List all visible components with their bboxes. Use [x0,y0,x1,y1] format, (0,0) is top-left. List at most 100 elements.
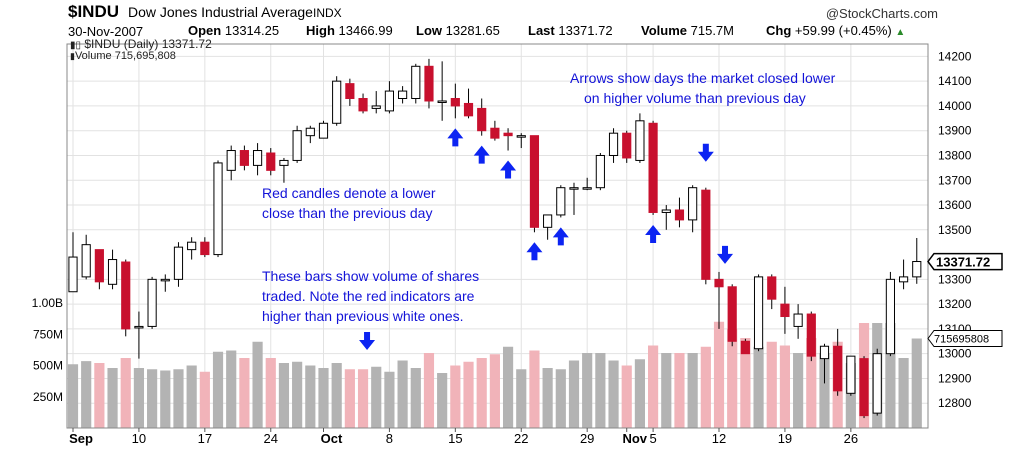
volume-bar [595,353,605,428]
time-tick-label: 12 [712,431,726,446]
price-tick-label: 13300 [938,272,972,286]
volume-bar [68,364,78,428]
price-tick-label: 13500 [938,223,972,237]
price-tick-label: 13200 [938,297,972,311]
volume-bar [318,368,328,428]
volume-tick-label: 500M [33,359,63,373]
volume-tick-label: 750M [33,327,63,341]
arrows-annotation: Arrows show days the market closed lower… [570,68,835,108]
candle-body [820,346,828,358]
volume-bar [767,342,777,428]
volume-bar [239,358,249,428]
candle-body [201,242,209,254]
last-volume-value: 715695808 [934,334,989,346]
time-tick-label: 22 [514,431,528,446]
volume-bar [569,361,579,429]
price-tick-label: 13000 [938,347,972,361]
volume-bar [292,362,302,428]
candle-body [728,287,736,342]
candle-body [741,341,749,353]
time-tick-label: Sep [69,431,93,446]
volume-bar [661,353,671,428]
candle-body [768,277,776,299]
candle-body [293,131,301,161]
stockcharts-credit: @StockCharts.com [826,6,938,21]
candle-body [491,128,499,138]
volume-bar [622,366,632,429]
candle-body [425,66,433,101]
volume-bar [173,369,183,428]
candle-body [188,242,196,249]
candle-body [847,356,855,393]
volume-bar [384,372,394,428]
candle-body [214,163,222,255]
volume-bar [107,368,117,428]
volume-bar [134,368,144,428]
time-tick-label: 10 [132,431,146,446]
candle-body [69,257,77,292]
candle-body [135,326,143,328]
candle-body [900,277,908,282]
candle-body [174,247,182,279]
candle-body [438,101,446,103]
volume-bar [463,362,473,428]
volume-bar [226,351,236,429]
candle-body [583,188,591,190]
candle-body [596,155,604,187]
volume-legend: ▮Volume 715,695,808 [70,50,176,62]
volume-bar [345,369,355,428]
up-arrow-icon [645,225,661,243]
time-tick-label: 19 [778,431,792,446]
volume-bar [305,366,315,429]
candle-body [807,314,815,356]
candle-body [662,210,670,212]
down-arrow-icon [698,144,714,162]
candle-body [649,123,657,212]
volume-bar [688,353,698,428]
volume-bars [68,322,922,428]
last-price-value: 13371.72 [936,255,990,270]
down-arrow-icon [359,332,375,350]
candle-body [95,250,103,282]
volume-bar [266,358,276,428]
price-tick-label: 14200 [938,49,972,63]
up-arrow-icon [500,161,516,179]
volume-bar [437,373,447,428]
candle-body [346,84,354,99]
price-legend: ▮▯ $INDU (Daily) 13371.72 [70,37,212,51]
candle-body [794,314,802,326]
candle-body [122,262,130,329]
volume-bar [608,361,618,429]
price-volume-chart: 1420014100140001390013800137001360013500… [0,0,1024,470]
price-tick-label: 12900 [938,371,972,385]
candle-body [636,121,644,161]
volume-bar [582,353,592,428]
volume-bar [121,358,131,428]
candle-body [689,188,697,220]
volume-bar [648,346,658,429]
volume-bar [516,369,526,428]
candle-body [886,279,894,353]
candle-body [280,160,288,165]
stat-high: High 13466.99 [306,23,393,38]
volume-bar [714,322,724,428]
candle-body [240,151,248,166]
price-tick-label: 14100 [938,74,972,88]
chart-name: Dow Jones Industrial Average [128,4,313,20]
candle-body [675,210,683,220]
candle-body [319,123,327,138]
volume-bar [187,366,197,429]
volume-bar [411,368,421,428]
volume-bar [424,353,434,428]
volume-bar [912,339,922,429]
candle-body [108,260,116,285]
candle-body [399,91,407,98]
candle-body [715,279,723,286]
candle-body [702,190,710,279]
candle-body [253,151,261,166]
volume-bar [635,359,645,428]
candle-body [82,245,90,277]
candle-body [517,136,525,138]
candle-body [504,133,512,135]
candle-body [412,66,420,98]
